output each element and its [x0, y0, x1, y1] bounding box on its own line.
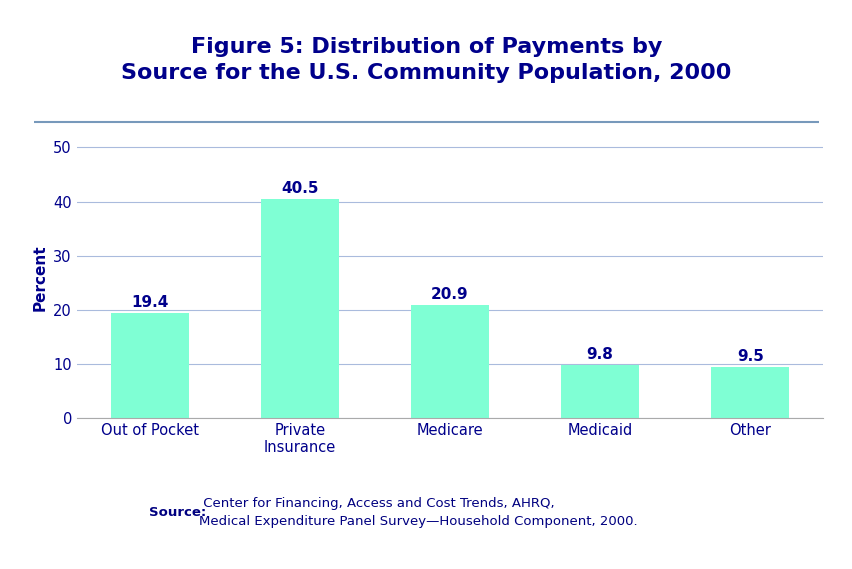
- Text: 40.5: 40.5: [281, 180, 318, 196]
- Text: Figure 5: Distribution of Payments by
Source for the U.S. Community Population, : Figure 5: Distribution of Payments by So…: [121, 36, 731, 83]
- Text: 9.8: 9.8: [586, 347, 613, 362]
- Text: 9.5: 9.5: [736, 348, 763, 364]
- Text: Source:: Source:: [149, 506, 206, 518]
- Text: 19.4: 19.4: [131, 295, 168, 310]
- Y-axis label: Percent: Percent: [32, 244, 48, 311]
- Bar: [261, 199, 338, 418]
- Text: 20.9: 20.9: [430, 287, 469, 302]
- Bar: [561, 365, 638, 418]
- Bar: [411, 305, 488, 418]
- Text: Center for Financing, Access and Cost Trends, AHRQ,
Medical Expenditure Panel Su: Center for Financing, Access and Cost Tr…: [199, 497, 636, 527]
- Bar: [111, 313, 188, 418]
- Bar: [711, 367, 788, 418]
